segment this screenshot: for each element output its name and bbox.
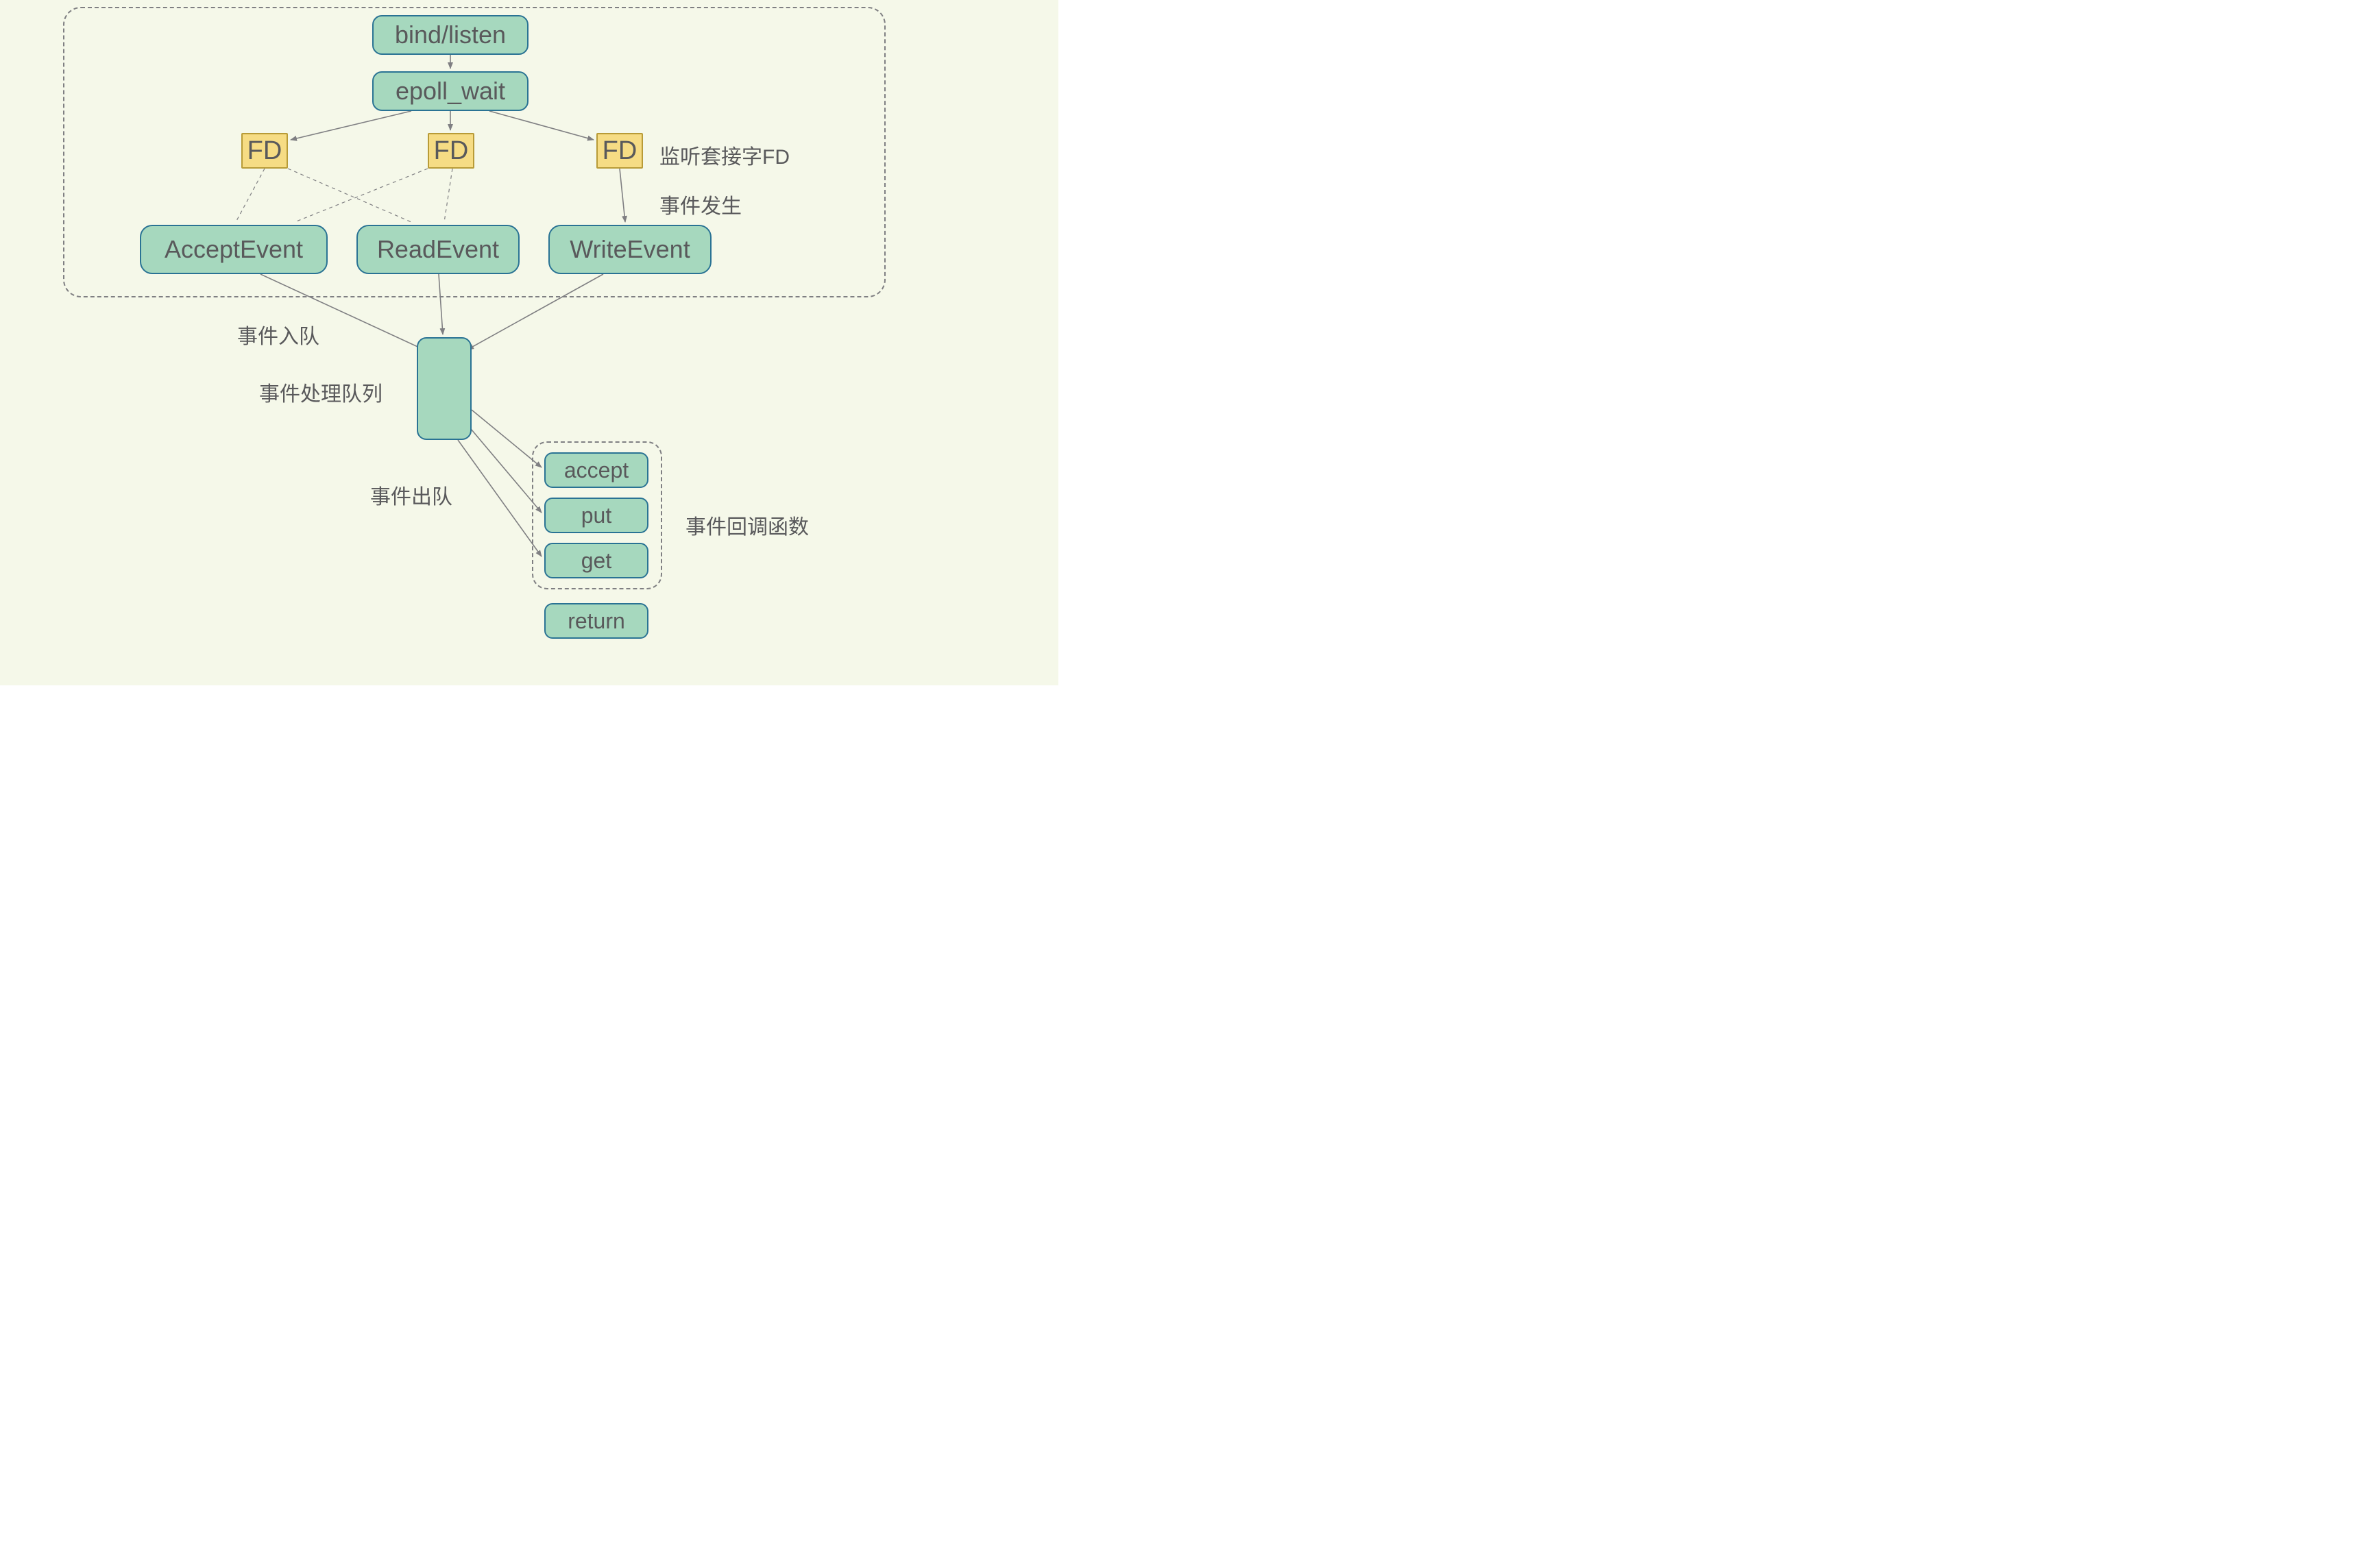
label-callback: 事件回调函数 (685, 510, 809, 540)
node-put: put (544, 498, 648, 533)
node-epoll_wait: epoll_wait (372, 71, 529, 111)
node-fd2: FD (428, 133, 474, 169)
node-get: get (544, 543, 648, 578)
diagram-canvas: bind/listen epoll_wait FD FD FD AcceptEvent Re… (0, 0, 1058, 685)
node-queue (417, 337, 472, 440)
label-dequeue: 事件出队 (370, 480, 452, 510)
edge-queue-get (458, 440, 542, 556)
node-read_event: ReadEvent (356, 225, 520, 274)
label-queue_label: 事件处理队列 (259, 377, 382, 407)
node-accept_event: AcceptEvent (140, 225, 328, 274)
label-enqueue: 事件入队 (237, 319, 319, 350)
edge-queue-put (467, 425, 542, 513)
node-fd1: FD (241, 133, 288, 169)
node-write_event: WriteEvent (548, 225, 712, 274)
label-event_happen: 事件发生 (659, 189, 742, 219)
label-listen_fd: 监听套接字FD (659, 140, 790, 170)
edge-queue-accept (472, 410, 542, 467)
node-bind_listen: bind/listen (372, 15, 529, 55)
node-fd3: FD (596, 133, 643, 169)
node-accept: accept (544, 452, 648, 488)
node-return: return (544, 603, 648, 639)
